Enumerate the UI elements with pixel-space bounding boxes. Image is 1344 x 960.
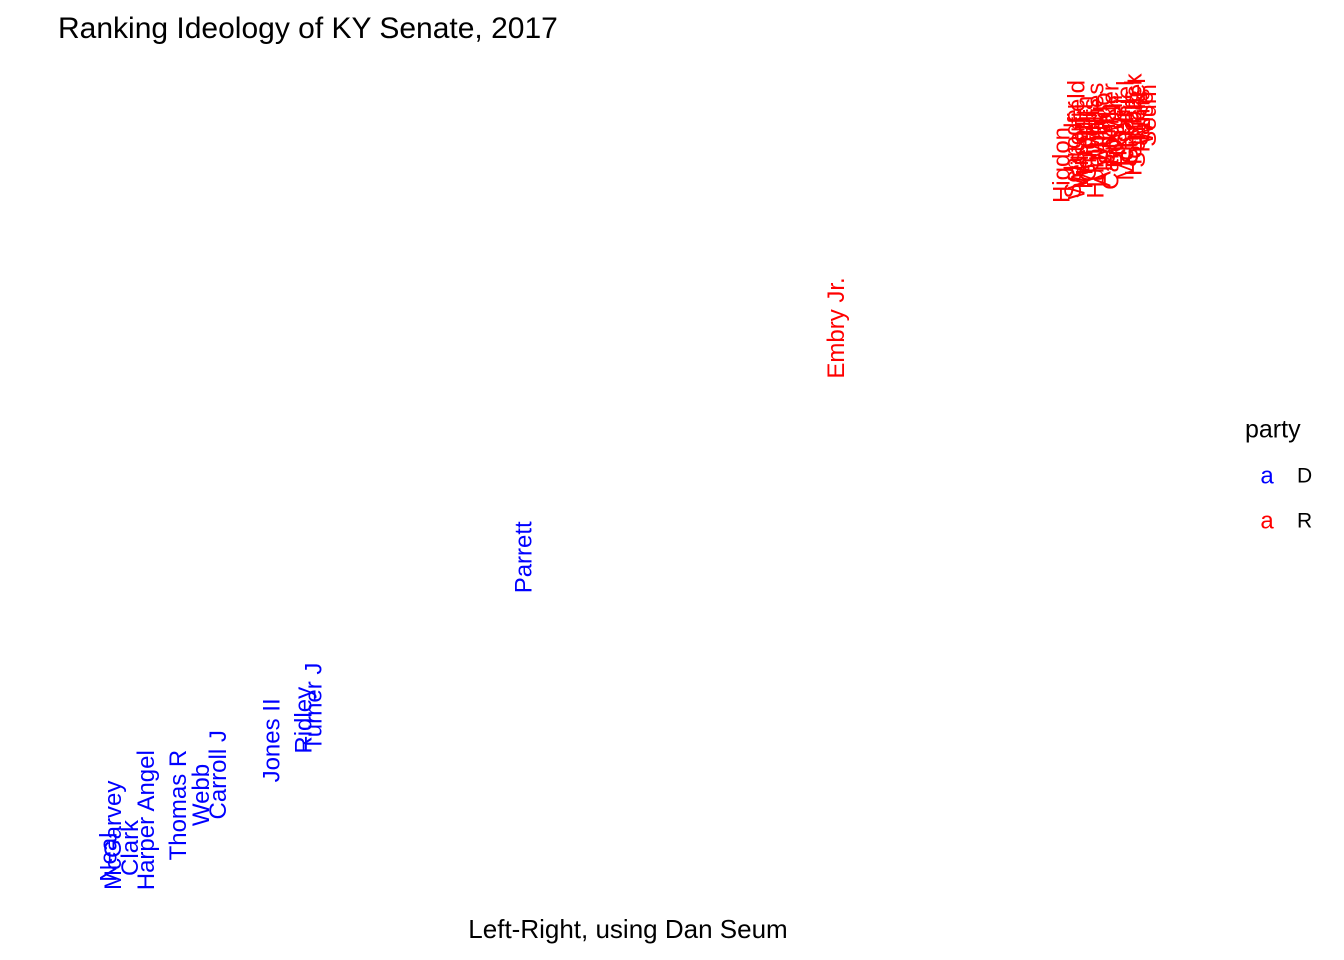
point-label: McGarvey [100,781,127,890]
point-label: Seum [1135,84,1162,147]
point-label: Givens [1078,98,1105,173]
point-label: Bowen [1101,95,1128,168]
legend-key: a [1260,462,1274,489]
point-label: Kerr [1109,106,1136,151]
point-label: Smith [1094,103,1121,164]
point-label: Turner J [301,663,328,751]
point-label: Higdon [1049,127,1076,203]
point-label: Wise [1132,91,1159,144]
point-label: Thayer [1106,96,1133,171]
point-label: Schroder [1060,101,1087,198]
point-label: Hornback [1120,72,1147,176]
point-label: Girdler [1075,110,1102,182]
point-label: Jones II [259,698,286,782]
point-label: Harper Angel [133,750,160,890]
point-label: Westerfield [1063,80,1090,200]
point-label: Neal [96,832,123,881]
point-label: Alvarado [1090,92,1117,187]
legend-label: D [1297,465,1312,488]
point-label: Embry Jr. [823,277,850,378]
point-label: Thomas R [165,750,192,861]
point-label: Humphries [1083,83,1110,199]
point-label: Webb [188,764,215,826]
point-label: Parrett [510,521,537,593]
point-label: Ridley [290,687,317,754]
x-axis-label: Left-Right, using Dan Seum [468,914,787,944]
legend-key: a [1260,507,1274,534]
point-label: Stivers [1117,91,1144,164]
point-label: McDaniel [1112,81,1139,181]
legend-title: party [1245,416,1301,444]
point-label: Mills [1086,113,1113,161]
point-label: Meredith [1071,96,1098,189]
point-label: Clark [117,819,144,876]
point-label: Wilson [1067,116,1094,188]
point-label: Schickel [1124,78,1151,167]
point-label: Carpenter [1098,83,1125,190]
point-label: Harris [1128,88,1155,152]
chart-title: Ranking Ideology of KY Senate, 2017 [58,12,558,45]
point-label: Carroll J [205,730,232,819]
legend-label: R [1297,510,1312,533]
